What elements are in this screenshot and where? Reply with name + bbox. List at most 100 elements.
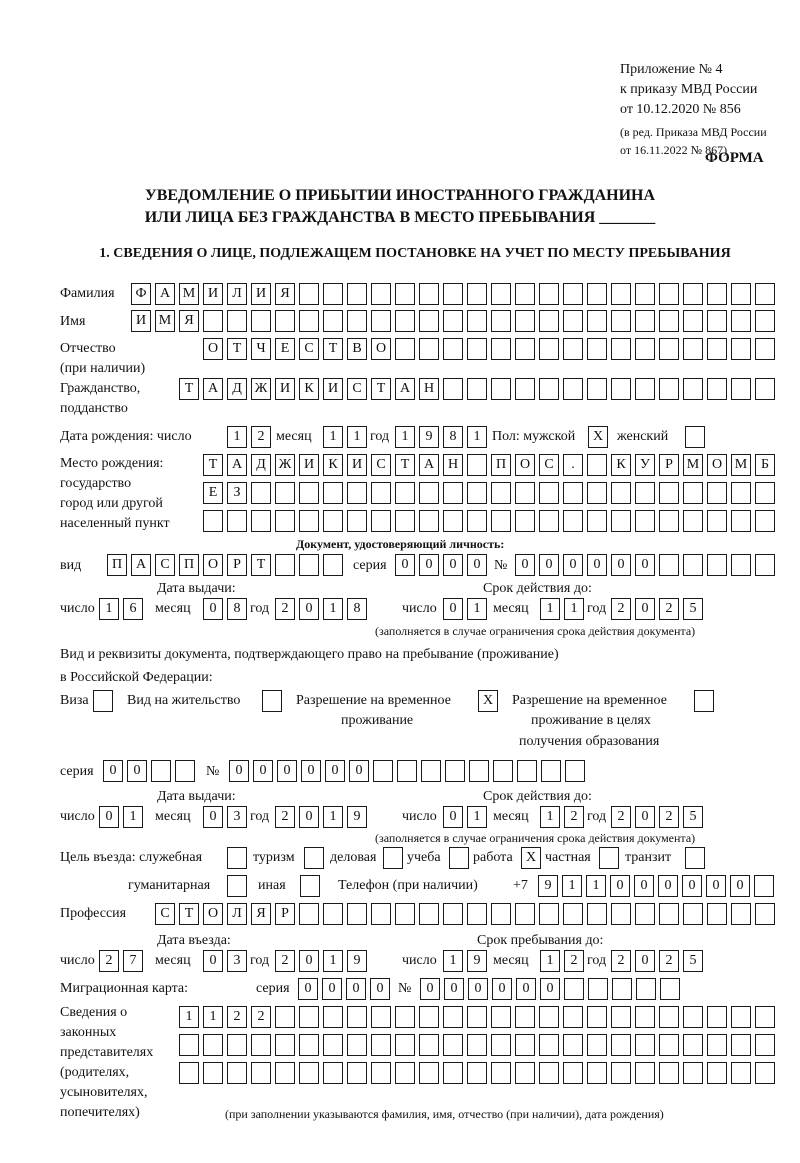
char-cell-reps-row1[interactable] — [299, 1006, 319, 1028]
char-cell-name[interactable] — [539, 310, 559, 332]
char-cell-mc-series[interactable]: 0 — [370, 978, 390, 1000]
char-cell-reps-row1[interactable] — [587, 1006, 607, 1028]
char-cell-citizenship[interactable] — [683, 378, 703, 400]
char-cell-mc-number[interactable]: 0 — [444, 978, 464, 1000]
char-cell-reps-row2[interactable] — [707, 1034, 727, 1056]
char-cell-id-number[interactable] — [707, 554, 727, 576]
char-cell-stay-valid-month[interactable]: 2 — [564, 806, 584, 828]
char-cell-citizenship[interactable] — [539, 378, 559, 400]
char-cell-stay-number[interactable] — [541, 760, 561, 782]
char-cell-profession[interactable] — [635, 903, 655, 925]
char-cell-profession[interactable] — [323, 903, 343, 925]
char-cell-birthplace-row3[interactable] — [707, 510, 727, 532]
char-cell-birthplace-row3[interactable] — [731, 510, 751, 532]
char-cell-patronymic[interactable]: Т — [323, 338, 343, 360]
char-cell-name[interactable] — [659, 310, 679, 332]
char-cell-reps-row3[interactable] — [227, 1062, 247, 1084]
char-cell-phone[interactable]: 0 — [706, 875, 726, 897]
char-cell-stay-number[interactable] — [397, 760, 417, 782]
char-cell-mc-series[interactable]: 0 — [298, 978, 318, 1000]
char-cell-birthplace-row3[interactable] — [683, 510, 703, 532]
char-cell-birthplace-row2[interactable] — [491, 482, 511, 504]
char-cell-patronymic[interactable] — [659, 338, 679, 360]
char-cell-birthplace-row2[interactable] — [299, 482, 319, 504]
checkbox-purpose-private[interactable] — [599, 847, 619, 869]
char-cell-reps-row3[interactable] — [443, 1062, 463, 1084]
char-cell-id-number[interactable]: 0 — [539, 554, 559, 576]
char-cell-name[interactable]: И — [131, 310, 151, 332]
char-cell-phone[interactable]: 0 — [610, 875, 630, 897]
char-cell-birthplace-row1[interactable]: У — [635, 454, 655, 476]
char-cell-id-valid-day[interactable]: 1 — [467, 598, 487, 620]
char-cell-stay-issue-year[interactable]: 0 — [299, 806, 319, 828]
char-cell-reps-row2[interactable] — [611, 1034, 631, 1056]
char-cell-name[interactable] — [227, 310, 247, 332]
char-cell-name[interactable] — [443, 310, 463, 332]
char-cell-reps-row1[interactable] — [539, 1006, 559, 1028]
char-cell-stay-valid-year[interactable]: 0 — [635, 806, 655, 828]
char-cell-birthplace-row3[interactable] — [395, 510, 415, 532]
char-cell-reps-row2[interactable] — [659, 1034, 679, 1056]
char-cell-reps-row3[interactable] — [347, 1062, 367, 1084]
char-cell-birthplace-row1[interactable]: И — [347, 454, 367, 476]
char-cell-birthplace-row1[interactable] — [467, 454, 487, 476]
char-cell-birthplace-row1[interactable]: . — [563, 454, 583, 476]
char-cell-patronymic[interactable] — [707, 338, 727, 360]
char-cell-id-number[interactable]: 0 — [563, 554, 583, 576]
char-cell-birthplace-row2[interactable] — [659, 482, 679, 504]
char-cell-reps-row1[interactable]: 1 — [179, 1006, 199, 1028]
char-cell-id-number[interactable] — [731, 554, 751, 576]
char-cell-reps-row3[interactable] — [395, 1062, 415, 1084]
char-cell-birthplace-row2[interactable] — [539, 482, 559, 504]
char-cell-patronymic[interactable] — [587, 338, 607, 360]
char-cell-surname[interactable]: А — [155, 283, 175, 305]
char-cell-name[interactable] — [299, 310, 319, 332]
char-cell-stay-series[interactable] — [175, 760, 195, 782]
char-cell-name[interactable] — [635, 310, 655, 332]
char-cell-birthplace-row2[interactable] — [347, 482, 367, 504]
char-cell-entry-day[interactable]: 2 — [99, 950, 119, 972]
char-cell-profession[interactable] — [611, 903, 631, 925]
char-cell-id-kind[interactable] — [323, 554, 343, 576]
char-cell-reps-row1[interactable] — [563, 1006, 583, 1028]
checkbox-doc-residence[interactable] — [262, 690, 282, 712]
char-cell-surname[interactable] — [467, 283, 487, 305]
char-cell-profession[interactable]: Т — [179, 903, 199, 925]
char-cell-profession[interactable] — [395, 903, 415, 925]
char-cell-phone[interactable]: 1 — [586, 875, 606, 897]
char-cell-name[interactable] — [491, 310, 511, 332]
char-cell-reps-row2[interactable] — [467, 1034, 487, 1056]
char-cell-stay-issue-year[interactable]: 1 — [323, 806, 343, 828]
char-cell-birthplace-row3[interactable] — [251, 510, 271, 532]
char-cell-birthplace-row3[interactable] — [587, 510, 607, 532]
char-cell-birthplace-row2[interactable] — [683, 482, 703, 504]
char-cell-birthplace-row1[interactable]: О — [515, 454, 535, 476]
char-cell-stay-series[interactable] — [151, 760, 171, 782]
char-cell-birth-year[interactable]: 9 — [419, 426, 439, 448]
char-cell-profession[interactable] — [755, 903, 775, 925]
char-cell-name[interactable] — [611, 310, 631, 332]
char-cell-stay-valid-month[interactable]: 1 — [540, 806, 560, 828]
char-cell-birthplace-row2[interactable] — [563, 482, 583, 504]
char-cell-id-number[interactable]: 0 — [515, 554, 535, 576]
char-cell-birthplace-row3[interactable] — [515, 510, 535, 532]
char-cell-surname[interactable] — [731, 283, 751, 305]
char-cell-citizenship[interactable]: А — [395, 378, 415, 400]
checkbox-purpose-tourism[interactable] — [304, 847, 324, 869]
char-cell-phone[interactable]: 0 — [634, 875, 654, 897]
char-cell-profession[interactable] — [659, 903, 679, 925]
char-cell-reps-row2[interactable] — [203, 1034, 223, 1056]
char-cell-reps-row1[interactable]: 2 — [251, 1006, 271, 1028]
char-cell-patronymic[interactable]: В — [347, 338, 367, 360]
char-cell-reps-row2[interactable] — [587, 1034, 607, 1056]
char-cell-id-number[interactable]: 0 — [635, 554, 655, 576]
char-cell-surname[interactable] — [491, 283, 511, 305]
char-cell-name[interactable] — [323, 310, 343, 332]
char-cell-stay-valid-year[interactable]: 5 — [683, 806, 703, 828]
char-cell-name[interactable] — [347, 310, 367, 332]
checkbox-sex-male[interactable]: X — [588, 426, 608, 448]
char-cell-stay-until-year[interactable]: 2 — [611, 950, 631, 972]
char-cell-reps-row1[interactable] — [371, 1006, 391, 1028]
char-cell-profession[interactable]: Р — [275, 903, 295, 925]
char-cell-birthplace-row3[interactable] — [347, 510, 367, 532]
